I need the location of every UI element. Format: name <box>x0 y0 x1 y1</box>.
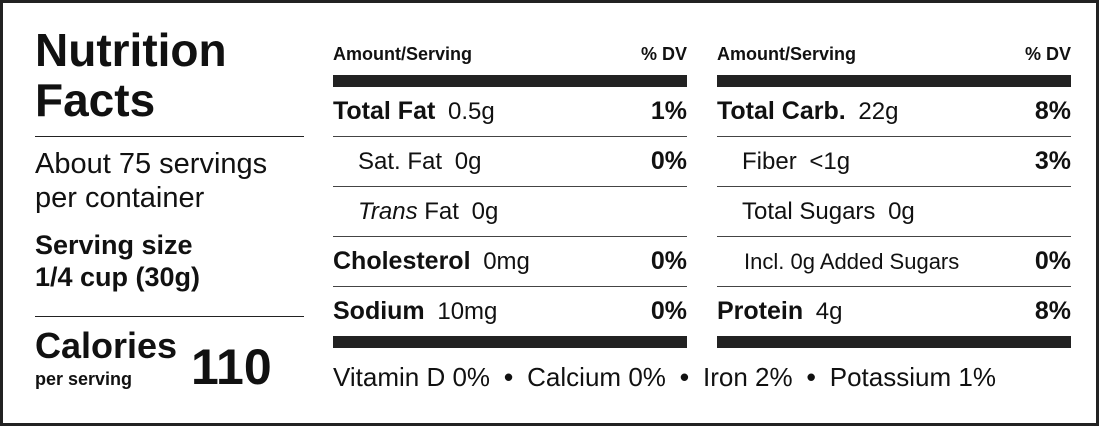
nutrient-name: Fiber <box>742 147 797 175</box>
nutrient: Sodium 10mg <box>333 297 497 326</box>
header-cell: Amount/Serving <box>333 44 473 64</box>
thick-bar <box>717 75 1071 87</box>
nutrient-name: Sat. Fat <box>358 147 443 175</box>
header-cell: Amount/Serving <box>717 44 857 64</box>
nutrient: Sat. Fat 0g <box>333 148 481 176</box>
calories-value: 110 <box>191 339 272 395</box>
nutrient-row: Sodium 10mg 0% <box>333 286 687 336</box>
nutrient-name: Sodium <box>333 297 425 325</box>
nutrient-amount: 0g <box>454 147 482 175</box>
nutrient-row: Total Sugars 0g <box>717 186 1071 236</box>
nutrient-name: Total Fat <box>333 97 436 125</box>
vitamin-name: Vitamin D <box>333 362 446 392</box>
nutrient-amount: 22g <box>858 98 899 125</box>
vitamin-dv: 0% <box>628 362 666 392</box>
bullet: • <box>679 362 689 392</box>
vitamin-name: Calcium <box>527 362 622 392</box>
nutrient-name: Total Sugars <box>742 197 876 225</box>
nutrient-amount: 0.5g <box>447 98 495 125</box>
calories-label: Calories <box>35 325 178 366</box>
nutrient-name: Fat <box>424 197 459 225</box>
serving-size-label: Serving size <box>35 230 193 260</box>
nutrient-table: Amount/Serving % DV Total Fat 0.5g 1% Sat. F… <box>333 39 687 348</box>
percent-dv: 8% <box>1034 97 1071 125</box>
nutrient-amount: <1g <box>809 147 851 175</box>
calories-sublabel: per serving <box>35 369 133 389</box>
vitamin-name: Potassium <box>829 362 952 392</box>
nutrient-amount: 10mg <box>437 298 498 325</box>
nutrient-row: Cholesterol 0mg 0% <box>333 236 687 286</box>
percent-dv: 0% <box>650 297 687 325</box>
nutrient: Trans Fat 0g <box>333 198 498 226</box>
nutrient-row: Total Carb. 22g 8% <box>717 87 1071 136</box>
nutrient-amount: 0mg <box>483 248 530 275</box>
percent-dv: 0% <box>650 247 687 275</box>
footer: Vitamin D 0% • Calcium 0% • Iron 2% • Potassiu… <box>333 360 996 394</box>
percent-dv: 8% <box>1034 297 1071 325</box>
serving-size-value: 1/4 cup (30g) <box>35 262 201 292</box>
bullet: • <box>504 362 514 392</box>
thick-bar <box>717 336 1071 348</box>
nutrient-name-italic: Trans <box>358 197 418 225</box>
vitamin-dv: 1% <box>958 362 996 392</box>
title: Nutrition Facts <box>35 24 227 126</box>
nutrient: Fiber <1g <box>717 148 850 176</box>
rule <box>35 316 304 317</box>
nutrient-row: Incl. 0g Added Sugars 0% <box>717 236 1071 286</box>
percent-dv: 0% <box>650 147 687 175</box>
header-cell: % DV <box>640 44 687 64</box>
percent-dv: 3% <box>1034 147 1071 175</box>
percent-dv: 1% <box>650 97 687 125</box>
nutrient-amount: 4g <box>815 298 843 325</box>
table-header: Amount/Serving % DV <box>333 39 687 69</box>
vitamin-name: Iron <box>703 362 748 392</box>
nutrient-name: Protein <box>717 297 804 325</box>
nutrient-name: Incl. 0g Added Sugars <box>744 248 960 274</box>
nutrient: Total Fat 0.5g <box>333 97 495 126</box>
nutrient-row: Trans Fat 0g <box>333 186 687 236</box>
percent-dv: 0% <box>1034 247 1071 275</box>
nutrient: Cholesterol 0mg <box>333 247 530 276</box>
bullet: • <box>806 362 816 392</box>
vitamin-dv: 0% <box>452 362 491 392</box>
nutrient-table: Amount/Serving % DV Total Carb. 22g 8% Fiber… <box>717 39 1071 348</box>
nutrient-amount: 0g <box>888 197 915 225</box>
nutrient: Protein 4g <box>717 297 843 326</box>
nutrient-row: Protein 4g 8% <box>717 286 1071 336</box>
header-cell: % DV <box>1024 44 1071 64</box>
serving-size: Serving size 1/4 cup (30g) <box>35 229 310 293</box>
vitamin-dv: 2% <box>755 362 793 392</box>
nutrient-name: Cholesterol <box>333 247 471 275</box>
nutrient-row: Fiber <1g 3% <box>717 136 1071 186</box>
servings: About 75 servings per container <box>35 148 268 214</box>
thick-bar <box>333 75 687 87</box>
nutrient-name: Total Carb. <box>717 97 846 125</box>
rule <box>35 136 304 137</box>
nutrient: Total Carb. 22g <box>717 97 898 126</box>
nutrient-row: Total Fat 0.5g 1% <box>333 87 687 136</box>
nutrient: Total Sugars 0g <box>717 198 915 226</box>
nutrient-row: Sat. Fat 0g 0% <box>333 136 687 186</box>
nutrient-amount: 0g <box>471 197 499 225</box>
nutrient: Incl. 0g Added Sugars <box>717 249 959 275</box>
thick-bar <box>333 336 687 348</box>
table-header: Amount/Serving % DV <box>717 39 1071 69</box>
